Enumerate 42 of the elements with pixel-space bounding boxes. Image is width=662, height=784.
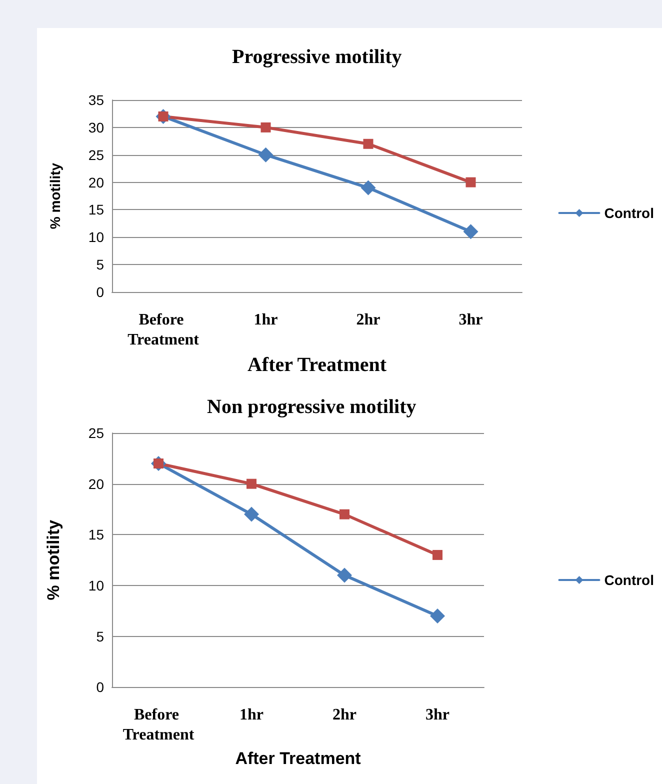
point	[463, 224, 478, 240]
y-tick-label: 10	[88, 577, 104, 594]
y-tick-label: 5	[96, 256, 104, 273]
point	[432, 550, 442, 560]
chart-title: Non progressive motility	[207, 396, 416, 418]
x-tick-label: 3hr	[458, 312, 483, 328]
y-tick-label: 15	[88, 526, 104, 543]
y-tick-label: 35	[88, 92, 104, 108]
x-axis-title: After Treatment	[247, 354, 387, 376]
x-axis-title: After Treatment	[235, 749, 362, 768]
point	[430, 608, 445, 624]
y-axis-title: % motility	[44, 519, 63, 600]
point	[244, 506, 259, 522]
point	[337, 568, 352, 583]
y-tick-label: 25	[88, 425, 104, 441]
x-tick-label: 2hr	[356, 312, 380, 328]
point	[360, 180, 376, 196]
x-tick-label: 2hr	[332, 706, 356, 724]
x-tick-label: 1hr	[240, 706, 264, 724]
x-tick-label: Before Treatment	[122, 706, 195, 744]
x-tick-label: 1hr	[254, 312, 278, 328]
y-tick-label: 15	[88, 202, 104, 218]
y-tick-label: 30	[88, 119, 104, 136]
point	[246, 478, 256, 489]
y-tick-label: 0	[96, 679, 104, 696]
point	[466, 177, 476, 188]
chart-title: Progressive motility	[232, 46, 402, 68]
y-tick-label: 10	[88, 229, 104, 246]
point	[260, 122, 271, 132]
y-tick-label: 25	[88, 146, 104, 163]
y-tick-label: 20	[88, 476, 104, 492]
point	[258, 147, 274, 162]
legend-label: Control	[604, 572, 654, 588]
y-tick-label: 0	[96, 284, 104, 300]
y-tick-label: 5	[96, 628, 104, 644]
legend-label: Control	[604, 205, 654, 221]
y-tick-label: 20	[88, 174, 104, 190]
x-tick-label: Before Treatment	[128, 312, 200, 348]
point	[363, 138, 374, 149]
x-tick-label: 3hr	[426, 706, 450, 724]
point	[340, 509, 350, 520]
y-axis-title: % motility	[47, 162, 63, 230]
